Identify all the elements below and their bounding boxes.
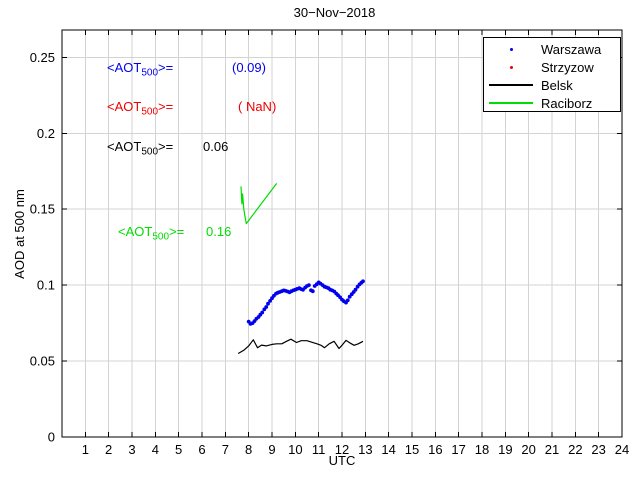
legend-label-raciborz: Raciborz [541,95,593,111]
y-tick-label: 0.15 [30,202,55,217]
x-tick-label: 13 [358,442,372,457]
belsk-mean-value: 0.06 [203,139,229,154]
y-tick-label: 0.2 [37,126,55,141]
x-tick-label: 22 [568,442,582,457]
x-tick-label: 20 [521,442,535,457]
y-tick-label: 0 [48,430,55,445]
x-tick-label: 4 [152,442,159,457]
x-tick-label: 7 [222,442,229,457]
x-tick-label: 5 [175,442,182,457]
y-tick-label: 0.1 [37,278,55,293]
x-tick-label: 14 [381,442,395,457]
x-tick-label: 15 [405,442,419,457]
gridlines [62,30,622,437]
x-tick-label: 2 [105,442,112,457]
legend: Warszawa Strzyzow Belsk Raciborz [483,37,621,112]
series-warszawa [246,279,365,326]
legend-item-strzyzow: Strzyzow [484,58,620,76]
legend-label-warszawa: Warszawa [541,41,602,57]
tick-labels: 1 2 3 4 5 6 7 8 9 10 11 12 13 14 15 16 17 18 19 20 21 22 23 240… [30,50,630,457]
y-tick-label: 0.25 [30,50,55,65]
x-tick-label: 9 [268,442,275,457]
x-tick-label: 21 [545,442,559,457]
chart-title: 30−Nov−2018 [293,5,376,20]
strzyzow-dot-marker-icon [488,65,534,69]
x-tick-label: 12 [335,442,349,457]
warszawa-mean-value: (0.09) [232,60,266,75]
x-tick-label: 18 [475,442,489,457]
x-tick-label: 3 [128,442,135,457]
x-tick-label: 24 [615,442,629,457]
legend-label-belsk: Belsk [541,77,573,93]
strzyzow-mean-value: ( NaN) [238,99,277,114]
belsk-line-marker-icon [488,84,534,86]
legend-item-raciborz: Raciborz [484,94,620,112]
x-tick-label: 6 [198,442,205,457]
x-tick-label: 10 [288,442,302,457]
belsk-mean-annotation: <AOT500>= [107,139,174,158]
raciborz-mean-value: 0.16 [206,224,232,239]
tick-marks [62,30,623,438]
warszawa-dot-marker-icon [488,47,534,51]
x-tick-label: 1 [82,442,89,457]
x-tick-label: 19 [498,442,512,457]
x-tick-label: 16 [428,442,442,457]
legend-item-warszawa: Warszawa [484,40,620,58]
legend-item-belsk: Belsk [484,76,620,94]
raciborz-line-marker-icon [488,102,534,104]
series-raciborz [240,183,278,225]
x-axis-label: UTC [328,453,356,468]
x-tick-label: 11 [312,442,326,457]
y-axis-label: AOD at 500 nm [12,189,27,279]
legend-label-strzyzow: Strzyzow [541,59,594,75]
strzyzow-mean-annotation: <AOT500>= [107,99,174,118]
x-tick-label: 17 [451,442,465,457]
x-tick-label: 8 [245,442,252,457]
series-belsk [237,338,364,355]
x-tick-label: 23 [591,442,605,457]
warszawa-mean-annotation: <AOT500>= [107,60,174,79]
raciborz-mean-annotation: <AOT500>= [118,224,185,243]
y-tick-label: 0.05 [30,354,55,369]
